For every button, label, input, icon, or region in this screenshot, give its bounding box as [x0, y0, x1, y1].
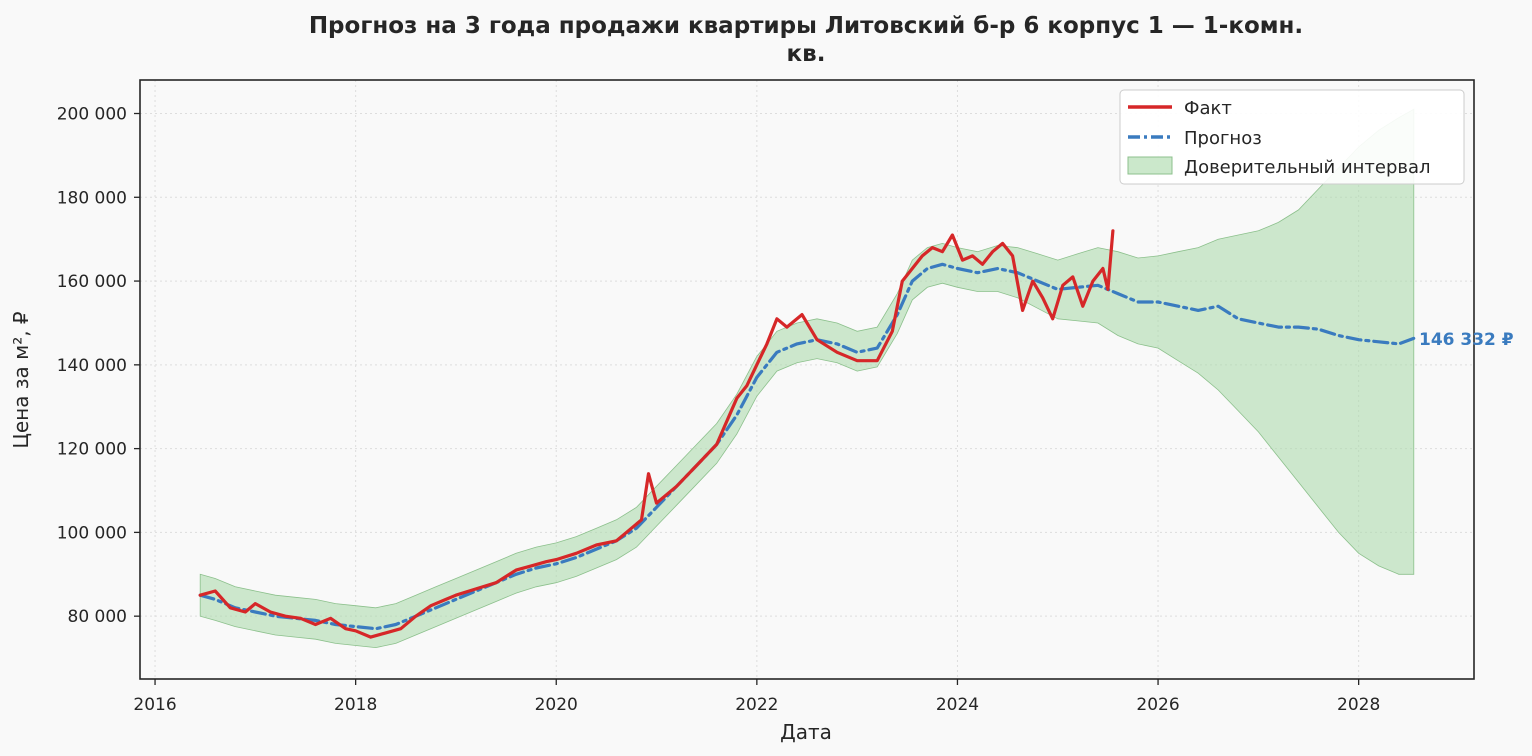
y-axis-title: Цена за м², ₽	[9, 311, 33, 449]
y-tick-label: 180 000	[57, 188, 127, 208]
y-tick-label: 80 000	[68, 607, 127, 627]
x-tick-label: 2024	[936, 695, 979, 715]
x-tick-label: 2026	[1136, 695, 1179, 715]
x-axis-ticks: 2016 2018 2020 2022 2024 2026 2028	[133, 679, 1380, 715]
chart-title-line-1: Прогноз на 3 года продажи квартиры Литов…	[309, 13, 1303, 39]
fact-layer	[198, 229, 1115, 639]
legend-fact-label: Факт	[1184, 98, 1232, 119]
y-tick-label: 200 000	[57, 105, 127, 125]
legend-forecast-label: Прогноз	[1184, 128, 1262, 149]
legend-interval-label: Доверительный интервал	[1184, 157, 1431, 178]
y-axis-ticks: 80 000 100 000 120 000 140 000 160 000 180 00…	[57, 105, 140, 627]
x-tick-label: 2020	[535, 695, 578, 715]
x-tick-label: 2028	[1337, 695, 1380, 715]
plot-frame	[139, 79, 1475, 680]
x-tick-label: 2016	[133, 695, 176, 715]
y-tick-label: 140 000	[57, 356, 127, 376]
y-tick-label: 160 000	[57, 272, 127, 292]
forecast-end-label: 146 332 ₽	[1419, 330, 1514, 350]
fact-line	[198, 229, 1115, 639]
legend-interval-swatch	[1127, 156, 1173, 175]
x-axis-title: Дата	[780, 720, 832, 744]
legend: Факт Прогноз Доверительный интервал	[1119, 89, 1465, 185]
confidence-interval-layer	[199, 108, 1415, 649]
chart-title-line-2: кв.	[787, 41, 826, 67]
y-tick-label: 120 000	[57, 440, 127, 460]
confidence-interval-band	[199, 108, 1415, 649]
y-tick-label: 100 000	[57, 523, 127, 543]
x-tick-label: 2018	[334, 695, 377, 715]
x-tick-label: 2022	[735, 695, 778, 715]
legend-box	[1119, 89, 1465, 185]
